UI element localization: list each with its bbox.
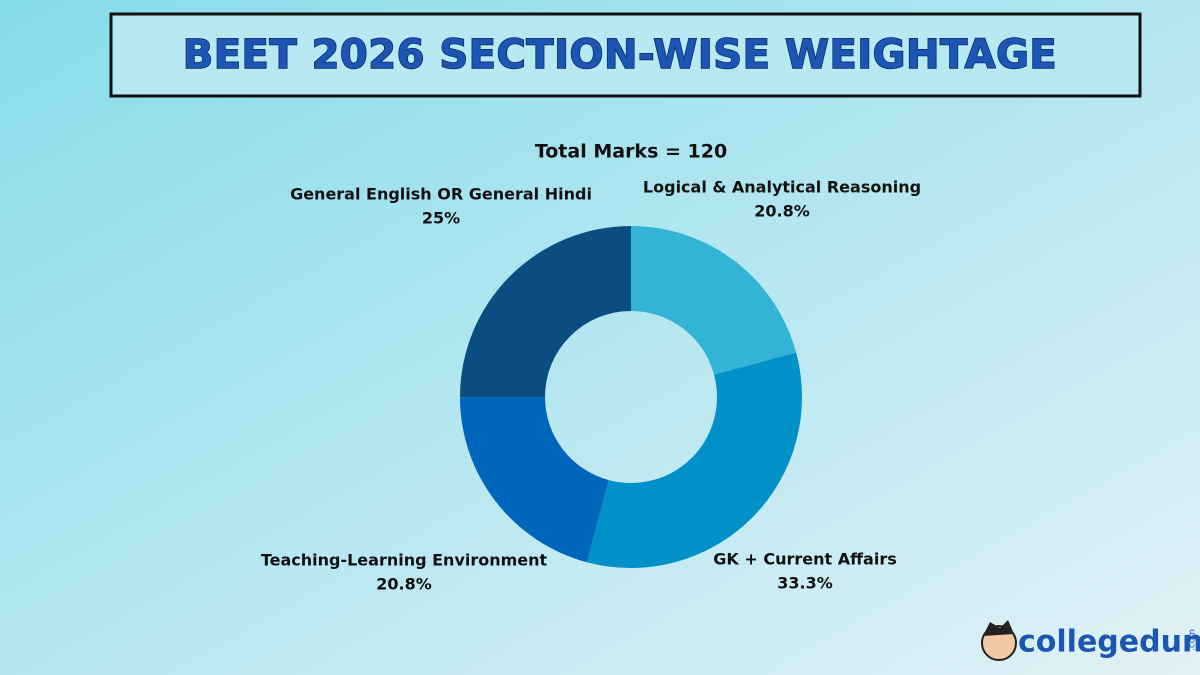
- value-label: 20.8%: [754, 202, 810, 221]
- donut-segment: [460, 397, 609, 563]
- logo-suffix: .com: [1188, 629, 1198, 651]
- value-label: 33.3%: [777, 574, 833, 593]
- segment-label: Logical & Analytical Reasoning: [643, 178, 921, 197]
- title-box: [109, 12, 1142, 98]
- chart-subtitle: Total Marks = 120: [535, 141, 727, 163]
- donut-segment: [631, 226, 797, 375]
- segment-label: GK + Current Affairs: [713, 550, 897, 569]
- logo-hair: [983, 620, 1014, 636]
- donut-segment: [460, 226, 631, 398]
- value-label: 25%: [422, 209, 460, 228]
- segment-label: General English OR General Hindi: [290, 185, 592, 204]
- logo-text: collegedunia: [1018, 625, 1200, 660]
- chart-title: BEET 2026 SECTION-WISE WEIGHTAGE: [183, 32, 1058, 78]
- value-label: 20.8%: [376, 575, 432, 594]
- segment-label: Teaching-Learning Environment: [261, 551, 548, 570]
- donut-segment: [586, 352, 803, 568]
- logo: collegedunia .com: [981, 620, 1200, 661]
